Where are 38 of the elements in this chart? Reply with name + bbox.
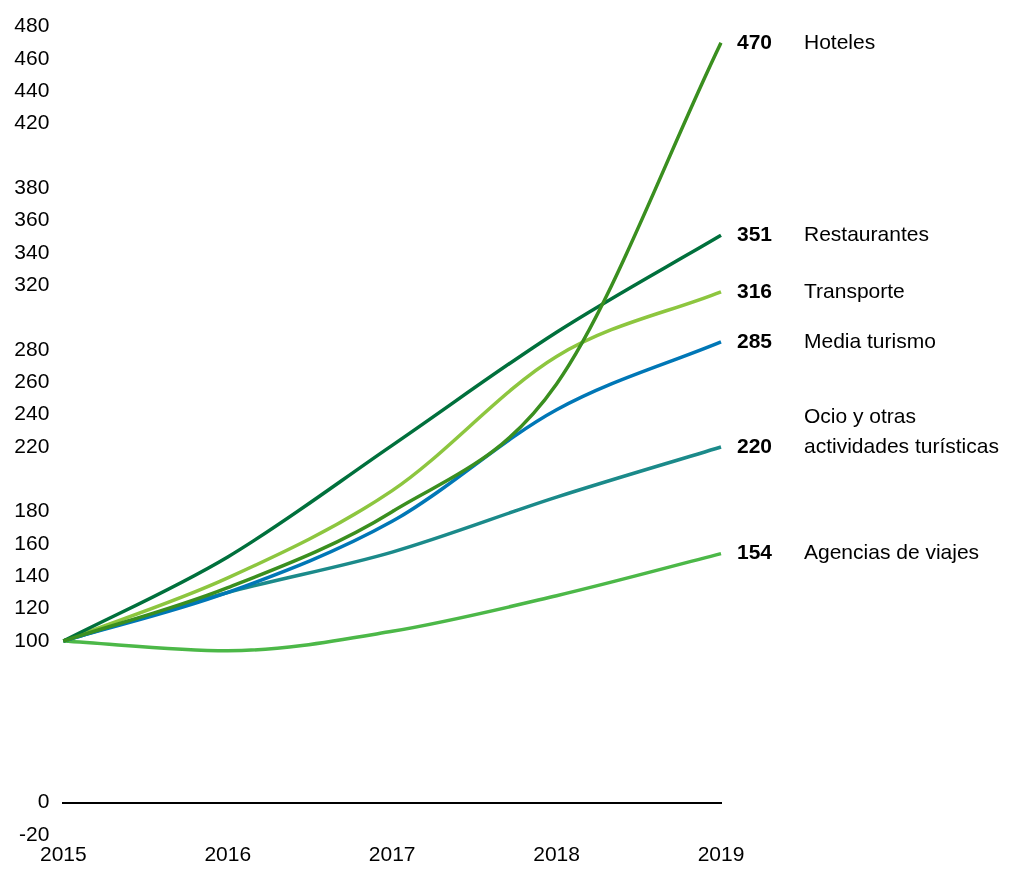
y-tick-label: 120 xyxy=(14,595,50,619)
data-label: 351 xyxy=(737,221,773,245)
y-tick-label: 240 xyxy=(14,401,50,425)
text: Hoteles xyxy=(804,29,876,53)
text: Agencias de viajes xyxy=(804,540,980,564)
y-tick-label: 340 xyxy=(14,239,50,263)
x-tick-label: 2017 xyxy=(368,842,416,866)
text: Ocio y otras actividades turísticas xyxy=(804,403,999,457)
x-tick-label: 2019 xyxy=(697,842,745,866)
y-tick-label: 160 xyxy=(14,530,50,554)
y-tick-label: 100 xyxy=(14,627,50,651)
data-label: 316 xyxy=(737,278,773,302)
text: Transporte xyxy=(804,278,905,302)
y-tick-label: -20 xyxy=(19,821,50,845)
text: Restaurantes xyxy=(804,221,929,245)
y-tick-label: 280 xyxy=(14,336,50,360)
line-series xyxy=(61,41,723,643)
data-label: 470 xyxy=(737,29,773,53)
data-label: 154 xyxy=(737,540,773,564)
y-tick-label: 480 xyxy=(14,13,50,37)
y-tick-label: 420 xyxy=(14,110,50,134)
y-tick-label: 440 xyxy=(14,78,50,102)
y-tick-label: 360 xyxy=(14,207,50,231)
y-tick-label: 220 xyxy=(14,433,50,457)
x-tick-label: 2015 xyxy=(40,842,87,866)
line-series xyxy=(61,551,723,653)
x-tick-label: 2016 xyxy=(204,842,252,866)
y-tick-label: 0 xyxy=(37,789,50,813)
text: Media turismo xyxy=(804,328,936,352)
y-tick-label: 380 xyxy=(14,175,50,199)
y-tick-label: 140 xyxy=(14,563,50,587)
data-label: 285 xyxy=(737,328,773,352)
y-tick-label: 180 xyxy=(14,498,50,522)
x-tick-label: 2018 xyxy=(533,842,580,866)
y-tick-label: 260 xyxy=(14,369,50,393)
y-tick-label: 460 xyxy=(14,45,50,69)
y-tick-label: 320 xyxy=(14,272,50,296)
data-label: 220 xyxy=(737,433,773,457)
